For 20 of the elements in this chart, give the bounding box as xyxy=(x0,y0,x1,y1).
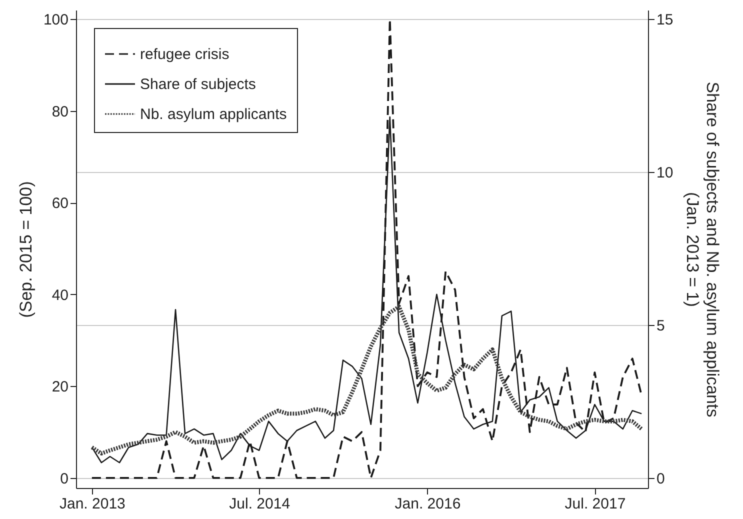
y-tick-label: 60 xyxy=(52,195,68,212)
y2-tick-label: 0 xyxy=(656,470,665,488)
y-tick-label: 100 xyxy=(43,12,68,29)
y-tick-label: 80 xyxy=(52,103,68,120)
y2-tick-label: 5 xyxy=(656,317,665,334)
y-tick-label: 20 xyxy=(52,378,68,396)
legend-label: refugee crisis xyxy=(140,46,230,63)
legend-label: Nb. asylum applicants xyxy=(140,106,287,123)
legend-label: Share of subjects xyxy=(140,76,256,93)
y2-tick-label: 15 xyxy=(656,12,674,29)
x-tick-label: Jan. 2013 xyxy=(59,496,126,512)
y-axis-title: (Sep. 2015 = 100) xyxy=(16,181,36,318)
y2-tick-label: 10 xyxy=(656,164,674,182)
x-tick-label: Jul. 2017 xyxy=(564,496,626,512)
line-series xyxy=(90,304,644,456)
y-tick-label: 40 xyxy=(52,286,68,304)
x-tick-label: Jul. 2014 xyxy=(229,496,290,512)
y-tick-label: 0 xyxy=(60,470,68,488)
x-tick-label: Jan. 2016 xyxy=(394,496,461,512)
y2-axis-title: Share of subjects and Nb. asylum applicants (Jan. 2013 = 1) xyxy=(683,82,722,418)
